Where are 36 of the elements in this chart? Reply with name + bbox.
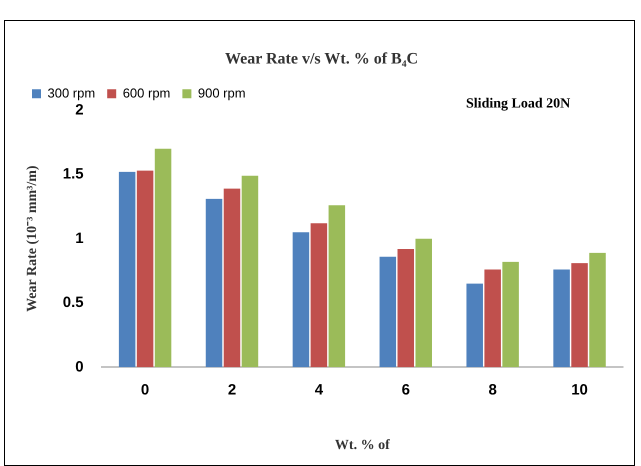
y-axis-title: Wear Rate (10⁻³ mm³/m) [25,165,40,312]
bar [310,223,328,368]
bar [118,172,136,368]
bar [136,170,154,368]
x-tick-label: 2 [228,381,236,398]
x-tick-label: 8 [488,381,497,398]
annotation: Sliding Load 20N [466,96,570,112]
bar [328,205,346,368]
bar [466,284,483,368]
bar [553,270,570,368]
x-tick-label: 10 [571,381,588,398]
legend-label: 600 rpm [122,85,170,100]
x-axis-title: Wt. % of [334,438,390,454]
bar [589,252,606,368]
y-tick-label: 1.5 [62,166,84,183]
y-tick-label: 0 [75,358,84,376]
y-tick-label: 2 [75,101,84,118]
bar [484,270,501,368]
legend-label: 300 rpm [48,85,96,100]
bar [154,148,172,368]
y-tick-label: 1 [75,230,84,247]
bar [206,198,222,368]
bar [292,232,310,368]
y-tick-label: 0.5 [62,294,84,312]
x-tick-label: 6 [402,381,410,398]
bar [571,263,588,368]
bar [415,238,432,368]
bar [242,176,258,368]
bar [502,262,519,368]
bar [224,188,240,368]
bar [398,248,414,368]
x-tick-label: 0 [140,381,150,398]
x-tick-label: 4 [314,381,324,398]
legend-label: 900 rpm [198,85,246,100]
chart-title: Wear Rate v/s Wt. % of B₄C [224,50,418,68]
bar [380,256,396,368]
